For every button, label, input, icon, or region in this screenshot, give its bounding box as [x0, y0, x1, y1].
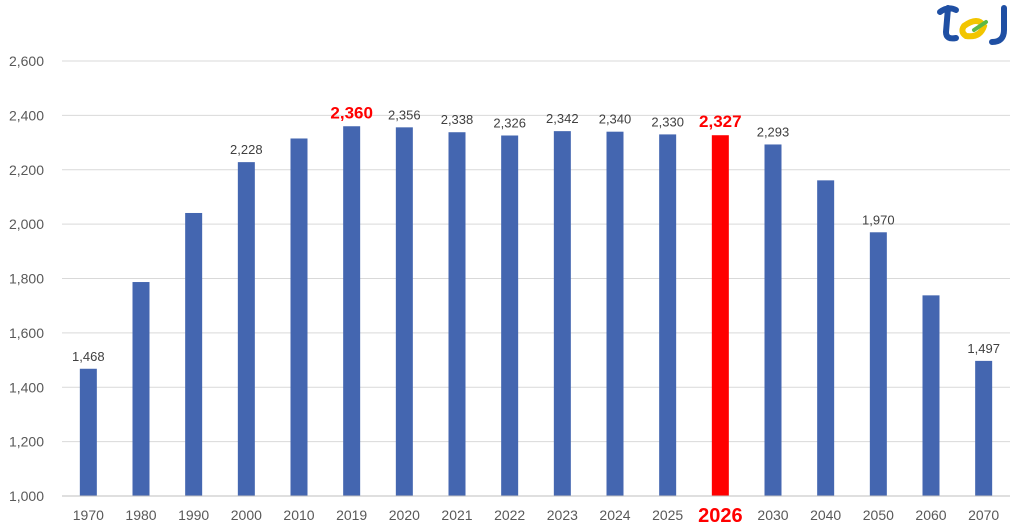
- data-label-2024: 2,340: [599, 112, 632, 127]
- bar-2030: [764, 144, 782, 496]
- data-label-2030: 2,293: [757, 124, 790, 139]
- bar-2022: [501, 135, 519, 496]
- x-tick-2026: 2026: [698, 505, 743, 527]
- x-tick-2050: 2050: [863, 507, 894, 523]
- data-label-2026: 2,327: [699, 112, 742, 131]
- y-tick-label: 1,400: [9, 379, 44, 395]
- x-tick-2030: 2030: [757, 507, 788, 523]
- x-tick-2010: 2010: [283, 507, 314, 523]
- bar-2024: [606, 131, 624, 496]
- x-tick-2020: 2020: [389, 507, 420, 523]
- bar-1970: [79, 368, 97, 496]
- logo-stroke-e: [959, 18, 988, 40]
- logo-stroke-leaf: [972, 20, 988, 32]
- x-tick-2000: 2000: [231, 507, 262, 523]
- data-label-2021: 2,338: [441, 112, 474, 127]
- bar-2040: [817, 180, 835, 496]
- data-label-2050: 1,970: [862, 212, 895, 227]
- logo-stroke-j: [989, 5, 1007, 45]
- bars: [79, 126, 993, 497]
- y-tick-label: 1,600: [9, 325, 44, 341]
- data-label-2023: 2,342: [546, 111, 579, 126]
- bar-2010: [290, 138, 308, 496]
- x-tick-2021: 2021: [441, 507, 472, 523]
- data-labels: 1,468 2,228 2,360 2,356 2,338 2,326 2,342 2,340…: [72, 103, 1000, 364]
- bar-1980: [132, 282, 150, 496]
- data-label-2019: 2,360: [330, 103, 373, 122]
- logo-mark: [937, 5, 1007, 45]
- x-tick-2019: 2019: [336, 507, 367, 523]
- x-tick-2024: 2024: [599, 507, 630, 523]
- bar-2026: [711, 135, 729, 497]
- bar-2020: [395, 127, 413, 497]
- bar-2021: [448, 132, 466, 496]
- y-tick-label: 1,000: [9, 488, 44, 504]
- bar-2050: [869, 232, 887, 496]
- bar-2070: [975, 360, 993, 496]
- y-tick-label: 2,400: [9, 107, 44, 123]
- x-tick-2040: 2040: [810, 507, 841, 523]
- data-label-1970: 1,468: [72, 349, 105, 364]
- x-tick-2025: 2025: [652, 507, 683, 523]
- x-tick-2022: 2022: [494, 507, 525, 523]
- x-tick-1990: 1990: [178, 507, 209, 523]
- data-label-2022: 2,326: [493, 115, 526, 130]
- data-label-2025: 2,330: [651, 114, 684, 129]
- y-tick-label: 2,000: [9, 216, 44, 232]
- x-tick-1970: 1970: [73, 507, 104, 523]
- bar-2060: [922, 295, 940, 496]
- gridlines: [62, 60, 1010, 443]
- bar-2025: [659, 134, 677, 496]
- data-label-2020: 2,356: [388, 107, 421, 122]
- y-tick-label: 2,200: [9, 162, 44, 178]
- data-label-2070: 1,497: [967, 341, 1000, 356]
- x-tick-2060: 2060: [915, 507, 946, 523]
- y-axis-ticks: 1,000 1,200 1,400 1,600 1,800 2,000 2,200 2,400…: [9, 53, 44, 504]
- y-tick-label: 2,600: [9, 53, 44, 69]
- bar-2000: [237, 162, 255, 496]
- bar-2023: [553, 131, 571, 497]
- x-tick-2070: 2070: [968, 507, 999, 523]
- y-tick-label: 1,800: [9, 271, 44, 287]
- data-label-2000: 2,228: [230, 142, 263, 157]
- bar-2019: [343, 126, 361, 496]
- x-tick-2023: 2023: [547, 507, 578, 523]
- x-axis-ticks: 1970 1980 1990 2000 2010 2019 2020 2021 2022 2023…: [73, 505, 1000, 527]
- logo-stroke-t: [937, 5, 959, 42]
- x-tick-1980: 1980: [125, 507, 156, 523]
- bar-1990: [185, 212, 203, 496]
- y-tick-label: 1,200: [9, 434, 44, 450]
